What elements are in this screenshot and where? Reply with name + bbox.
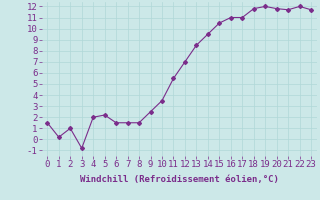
X-axis label: Windchill (Refroidissement éolien,°C): Windchill (Refroidissement éolien,°C) (80, 175, 279, 184)
